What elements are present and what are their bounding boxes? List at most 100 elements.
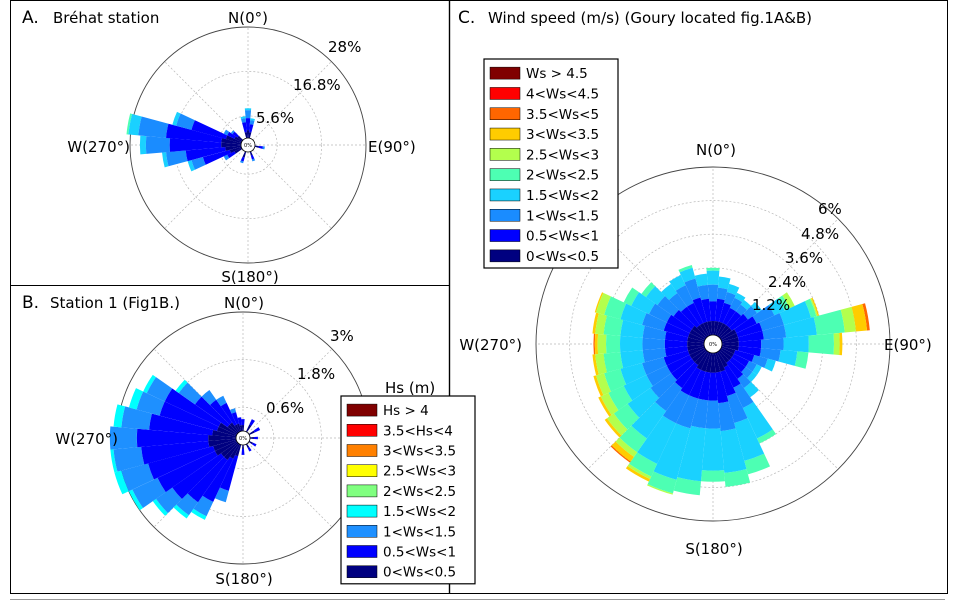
panel-b-sector-segment xyxy=(248,440,253,445)
panel-c-sector-segment xyxy=(689,347,706,359)
panel-c-sector-segment xyxy=(811,297,820,316)
panel-b-legend: Hs > 4 3.5<Hs<4 3<Ws<3.5 2.5<Ws<3 2<Ws<2.5 1.… xyxy=(340,395,476,585)
panel-c-sector-segment xyxy=(764,358,776,372)
panel-a-sector-segment xyxy=(221,138,242,145)
panel-b-sector-segment xyxy=(195,396,230,428)
panel-c-sector-segment xyxy=(720,329,737,341)
panel-a-sector-segment xyxy=(237,135,244,141)
panel-b-legend-label: 2<Ws<2.5 xyxy=(383,484,456,500)
panel-c-grid-ring xyxy=(569,200,857,488)
panel-c-sector-segment xyxy=(664,331,689,342)
panel-c-sector-segment xyxy=(715,321,723,336)
panel-c-sector-segment xyxy=(701,428,725,471)
panel-c-sector-segment xyxy=(655,382,683,412)
panel-c-sector-segment xyxy=(700,470,726,482)
panel-c-sector-segment xyxy=(595,353,607,375)
panel-c-sector-segment xyxy=(687,341,705,347)
panel-a-sector-segment xyxy=(240,156,245,162)
panel-b-sector-segment xyxy=(241,419,245,426)
panel-c-sector-segment xyxy=(663,322,690,338)
panel-b-sector-segment xyxy=(219,455,239,491)
panel-c-sector-segment xyxy=(669,274,686,291)
panel-c-sector-segment xyxy=(752,305,775,324)
panel-c-sector-segment xyxy=(663,350,690,366)
panel-c-ring-label: 1.2% xyxy=(752,296,790,314)
panel-a-sector-segment xyxy=(169,138,222,152)
panel-a-sector-segment xyxy=(229,146,242,153)
panel-b-legend-label: 1<Ws<1.5 xyxy=(383,524,456,540)
panel-a-sector-segment xyxy=(244,132,248,139)
panel-c-sector-segment xyxy=(721,344,739,351)
panel-c-sector-segment xyxy=(862,303,870,331)
panel-b-sector-segment xyxy=(110,449,118,473)
panel-c-sector-segment xyxy=(684,278,701,301)
panel-b-sector-segment xyxy=(241,425,245,432)
panel-c-sector-segment xyxy=(631,401,667,439)
panel-c-sector-segment xyxy=(611,441,634,462)
panel-b-sector-segment xyxy=(201,390,217,406)
panel-a-sector-segment xyxy=(234,136,243,143)
panel-a-sector-segment xyxy=(242,122,247,133)
panel-b-sector-segment xyxy=(136,391,165,416)
panel-c-sector-segment xyxy=(726,311,742,328)
panel-c-sector-segment xyxy=(649,303,672,323)
panel-a-grid-spoke xyxy=(252,149,332,229)
panel-b-sector-segment xyxy=(253,436,258,440)
panel-b-sector-segment xyxy=(245,424,252,433)
panel-c-center-hole xyxy=(703,334,723,354)
panel-b-legend-label: 1.5<Ws<2 xyxy=(383,504,456,520)
panel-c-sector-segment xyxy=(604,368,627,392)
panel-c-sector-segment xyxy=(804,298,817,318)
panel-c-ring-label: 3.6% xyxy=(785,249,823,267)
panel-a-sector-segment xyxy=(165,123,223,143)
panel-c-sector-segment xyxy=(715,298,725,322)
panel-a-rose: 0% xyxy=(126,26,367,264)
panel-a-sector-segment xyxy=(250,118,255,122)
panel-c-sector-segment xyxy=(669,293,687,312)
panel-c-sector-segment xyxy=(742,401,773,439)
panel-c-sector-segment xyxy=(689,369,706,399)
panel-a-sector-segment xyxy=(248,132,252,139)
panel-c-ring-label: 2.4% xyxy=(768,273,806,291)
panel-c-sector-segment xyxy=(696,325,708,338)
panel-c-sector-segment xyxy=(604,418,622,438)
panel-a-sector-segment xyxy=(250,154,255,160)
panel-a-center-hole xyxy=(240,137,256,153)
panel-c-sector-segment xyxy=(723,365,741,388)
panel-a-sector-segment xyxy=(185,146,226,162)
panel-c-sector-segment xyxy=(752,364,762,375)
panel-b-sector-segment xyxy=(227,424,239,434)
panel-b-sector-segment xyxy=(149,413,214,436)
panel-c-sector-segment xyxy=(666,314,692,334)
panel-b-sector-segment xyxy=(143,374,157,394)
panel-a-grid-spoke xyxy=(164,149,244,229)
panel-b-legend-label: 0<Ws<0.5 xyxy=(383,565,456,581)
panel-c-sector-segment xyxy=(734,418,765,461)
panel-c-sector-segment xyxy=(735,304,748,316)
panel-b-ring-label: 1.8% xyxy=(297,365,335,383)
panel-c-sector-segment xyxy=(719,349,732,361)
panel-a-sector-segment xyxy=(191,157,206,170)
panel-b-grid-spoke xyxy=(247,348,333,434)
panel-a-sector-segment xyxy=(241,118,247,123)
panel-c-sector-segment xyxy=(759,312,784,331)
panel-b-legend-swatch xyxy=(346,525,378,538)
panel-a-sector-segment xyxy=(254,145,259,148)
panel-a-sector-segment xyxy=(244,110,252,119)
panel-a-sector-segment xyxy=(232,131,239,138)
panel-c-letter: C. xyxy=(458,8,475,28)
panel-a-sector-segment xyxy=(245,118,251,131)
panel-c-sector-segment xyxy=(691,325,707,339)
panel-c-east-label: E(90°) xyxy=(884,336,932,354)
panel-c-sector-segment xyxy=(680,367,701,396)
panel-c-sector-segment xyxy=(759,348,781,362)
panel-b-sector-segment xyxy=(239,425,243,432)
panel-c-legend-label: 2<Ws<2.5 xyxy=(526,168,599,184)
panel-c-sector-segment xyxy=(592,354,599,376)
panel-c-sector-segment xyxy=(751,301,762,314)
panel-a-sector-segment xyxy=(225,145,242,151)
panel-c-sector-segment xyxy=(706,267,720,271)
panel-c-sector-segment xyxy=(743,382,759,398)
panel-c-sector-segment xyxy=(751,355,768,368)
panel-c-sector-segment xyxy=(718,350,730,363)
